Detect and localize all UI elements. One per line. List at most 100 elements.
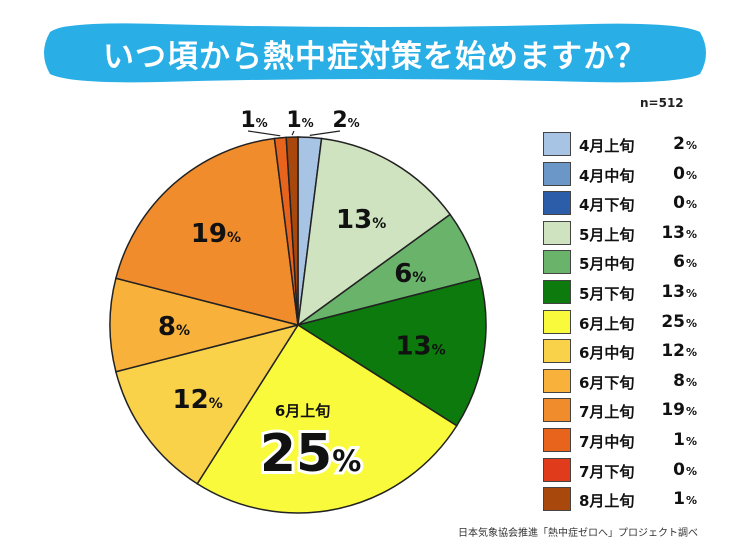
legend-swatch [543, 279, 571, 304]
legend-value: 13 [661, 281, 685, 302]
legend-label: 7月下旬 [579, 462, 635, 481]
legend-label: 5月下旬 [579, 284, 635, 303]
legend-unit: % [685, 375, 697, 389]
legend-swatch [543, 309, 571, 334]
legend-unit: % [685, 464, 697, 478]
data-label-5月中旬: 6% [394, 259, 426, 289]
svg-text:6%: 6% [394, 259, 426, 289]
legend-swatch [543, 191, 571, 216]
svg-text:19%: 19% [191, 219, 241, 249]
highlight-label: 6月上旬 [275, 402, 330, 420]
legend-item: 7月下旬 0% [543, 457, 703, 482]
title-banner: いつ頃から熱中症対策を始めますか？ [40, 22, 710, 84]
legend-unit: % [685, 286, 697, 300]
banner-background [44, 23, 706, 83]
legend-label: 4月上旬 [579, 137, 635, 155]
legend-label: 7月中旬 [579, 432, 635, 451]
legend-value: 1 [673, 429, 685, 450]
legend-unit: % [685, 198, 697, 212]
leader-line [291, 130, 295, 136]
source-note: 日本気象協会推進「熱中症ゼロへ」プロジェクト調べ [458, 528, 698, 539]
legend-swatch [543, 487, 571, 512]
legend-value: 0 [673, 459, 685, 480]
legend-label: 6月上旬 [579, 314, 635, 333]
data-label-5月下旬: 13% [395, 331, 445, 361]
legend-item: 6月中旬 12% [543, 339, 703, 364]
pie-slice-6月上旬 [196, 323, 458, 514]
data-label-6月中旬: 12% [173, 385, 223, 415]
data-label-4月上旬: 2% [332, 108, 359, 133]
legend-value: 6 [673, 252, 685, 273]
legend-label: 4月中旬 [579, 166, 635, 185]
legend-label: 8月上旬 [579, 492, 635, 511]
pie-slice-7月上旬 [114, 137, 299, 327]
svg-text:8%: 8% [158, 312, 190, 342]
legend-swatch [543, 250, 571, 275]
legend-item: 5月下旬 13% [543, 279, 703, 304]
data-label-7月中旬: 1% [240, 108, 267, 133]
legend-item: 8月上旬 1% [543, 487, 703, 512]
data-label-5月上旬: 13% [336, 205, 386, 235]
legend-item: 7月中旬 1% [543, 427, 703, 452]
legend-value: 13 [661, 222, 685, 243]
legend-value: 1 [673, 489, 685, 510]
legend-unit: % [685, 168, 697, 182]
legend-swatch [543, 220, 571, 245]
pie-slice-8月上旬 [285, 136, 299, 326]
legend-label: 5月中旬 [579, 255, 635, 274]
legend-value: 19 [661, 400, 685, 421]
svg-text:13%: 13% [336, 205, 386, 235]
legend-swatch [543, 427, 571, 452]
legend-item: 7月上旬 19% [543, 398, 703, 423]
sample-size: n=512 [640, 96, 684, 110]
legend-swatch [543, 457, 571, 482]
legend-swatch [543, 398, 571, 423]
chart-title: いつ頃から熱中症対策を始めますか？ [103, 38, 647, 75]
legend-value: 8 [673, 370, 685, 391]
legend-unit: % [685, 257, 697, 271]
pie-slice-6月下旬 [109, 277, 299, 373]
leader-line [309, 130, 341, 136]
svg-text:2%: 2% [332, 108, 359, 133]
legend-unit: % [685, 316, 697, 330]
legend-unit: % [685, 227, 697, 241]
data-label-6月下旬: 8% [158, 312, 190, 342]
legend-swatch [543, 161, 571, 186]
legend-label: 6月下旬 [579, 373, 635, 392]
pie-slice-5月下旬 [296, 277, 487, 427]
legend-unit: % [685, 494, 697, 508]
svg-text:1%: 1% [240, 108, 267, 133]
data-label-6月上旬: 25% [257, 421, 364, 487]
svg-text:12%: 12% [173, 385, 223, 415]
legend-label: 5月上旬 [579, 225, 635, 244]
svg-text:1%: 1% [286, 108, 313, 133]
legend-item: 4月下旬 0% [543, 191, 703, 216]
legend-value: 12 [661, 341, 685, 362]
legend-value: 0 [673, 193, 685, 214]
pie-slice-5月上旬 [297, 137, 452, 327]
data-label-8月上旬: 1% [286, 108, 313, 133]
legend-item: 6月上旬 25% [543, 309, 703, 334]
legend-swatch [543, 339, 571, 364]
pie-slice-6月中旬 [114, 323, 300, 485]
svg-text:25%: 25% [260, 424, 361, 484]
legend-unit: % [685, 346, 697, 360]
legend-value: 0 [673, 163, 685, 184]
legend-label: 6月中旬 [579, 344, 635, 363]
legend-item: 4月上旬 2% [543, 132, 703, 156]
svg-text:13%: 13% [395, 331, 445, 361]
legend-item: 5月中旬 6% [543, 250, 703, 275]
leader-line [247, 130, 281, 137]
legend-item: 4月中旬 0% [543, 161, 703, 186]
data-label-7月上旬: 19% [191, 219, 241, 249]
legend-unit: % [685, 405, 697, 419]
legend-item: 6月下旬 8% [543, 368, 703, 393]
legend-swatch [543, 368, 571, 393]
legend-value: 25 [661, 311, 685, 332]
legend: 4月上旬 2% 4月中旬 0% 4月下旬 0% 5月上旬 13% 5月中旬 6% 5月下旬 13% 6月… [543, 132, 703, 517]
legend-label: 7月上旬 [579, 403, 635, 422]
legend-item: 5月上旬 13% [543, 220, 703, 245]
legend-unit: % [685, 139, 697, 152]
legend-label: 4月下旬 [579, 196, 635, 215]
